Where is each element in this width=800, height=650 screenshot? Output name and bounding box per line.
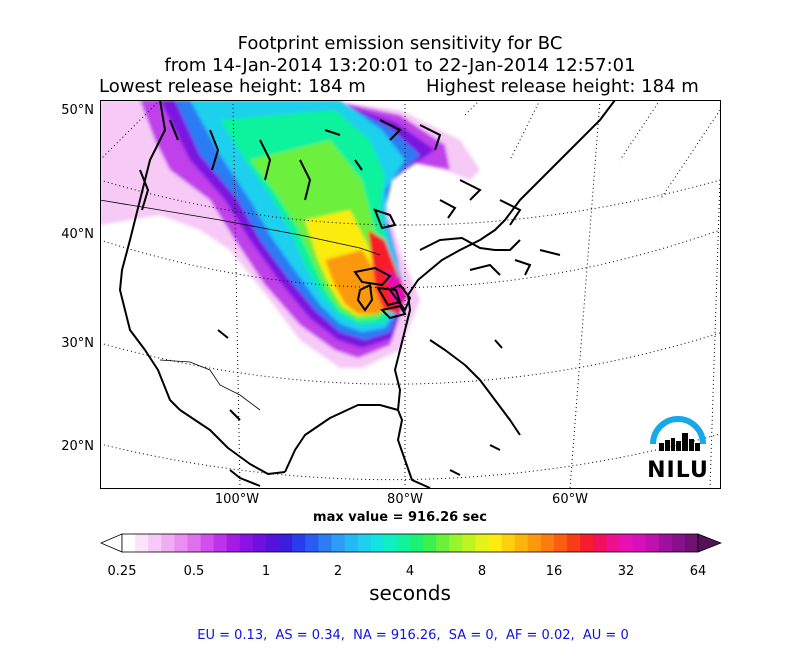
- colorbar-units-label: seconds: [369, 581, 451, 605]
- colorbar-swatch: [671, 534, 686, 552]
- colorbar-swatch: [357, 534, 372, 552]
- colorbar-swatch: [619, 534, 634, 552]
- colorbar-tick-label: 8: [477, 564, 487, 579]
- nilu-logo-mark: [650, 416, 706, 451]
- lakes-and-islands: [139, 119, 561, 476]
- colorbar-swatch: [527, 534, 542, 552]
- colorbar-swatch: [580, 534, 594, 552]
- footprint-field: [100, 100, 480, 368]
- colorbar-swatch: [213, 534, 228, 552]
- colorbar-swatch: [161, 534, 175, 552]
- colorbar-swatch: [292, 534, 306, 552]
- colorbar-swatch: [436, 534, 450, 552]
- colorbar-swatch: [200, 534, 215, 552]
- colorbar-swatch: [501, 534, 516, 552]
- colorbar-swatch: [279, 534, 293, 552]
- lowest-release-height: Lowest release height: 184 m: [99, 76, 366, 97]
- colorbar-swatch: [632, 534, 647, 552]
- graticule: [100, 100, 720, 488]
- colorbar-swatch: [488, 534, 503, 552]
- colorbar-swatch: [462, 534, 476, 552]
- colorbar-swatch: [567, 534, 581, 552]
- colorbar-under-triangle: [100, 533, 123, 553]
- figure-title: Footprint emission sensitivity for BC: [237, 33, 563, 54]
- colorbar-outline: [121, 533, 699, 553]
- colorbar: [100, 533, 722, 553]
- colorbar-swatch: [593, 534, 607, 552]
- colorbar-swatch: [318, 534, 332, 552]
- colorbar-swatch: [239, 534, 254, 552]
- colorbar-tick-label: 64: [689, 564, 707, 579]
- colorbar-swatch: [383, 534, 398, 552]
- colorbar-swatch: [174, 534, 188, 552]
- lat-label-50n: 50°N: [61, 103, 94, 118]
- lat-label-30n: 30°N: [61, 336, 94, 351]
- colorbar-tick-label: 16: [545, 564, 563, 579]
- colorbar-swatch: [423, 534, 437, 552]
- colorbar-swatch: [148, 534, 162, 552]
- colorbar-swatch: [187, 534, 202, 552]
- colorbar-swatch: [449, 534, 463, 552]
- colorbar-tick-label: 0.5: [183, 564, 205, 579]
- colorbar-swatch: [370, 534, 385, 552]
- lon-label-100w: 100°W: [214, 492, 260, 507]
- colorbar-swatch: [410, 534, 424, 552]
- colorbar-tick-label: 0.25: [107, 564, 137, 579]
- coastlines: [119, 100, 616, 488]
- colorbar-swatch: [266, 534, 280, 552]
- lat-label-40n: 40°N: [61, 227, 94, 242]
- map-canvas: [100, 100, 720, 488]
- colorbar-swatch: [514, 534, 529, 552]
- colorbar-swatch: [252, 534, 267, 552]
- colorbar-swatch: [606, 534, 620, 552]
- colorbar-over-triangle: [697, 533, 722, 553]
- colorbar-tick-label: 4: [405, 564, 415, 579]
- colorbar-swatch: [344, 534, 359, 552]
- colorbar-swatch: [396, 534, 411, 552]
- colorbar-swatch: [554, 534, 568, 552]
- nilu-logo-text: NILU: [647, 458, 709, 483]
- max-value-label: max value = 916.26 sec: [313, 510, 487, 525]
- nilu-logo: NILU: [645, 410, 711, 484]
- colorbar-swatch: [305, 534, 319, 552]
- colorbar-tick-label: 2: [333, 564, 343, 579]
- lon-label-60w: 60°W: [552, 492, 588, 507]
- colorbar-tick-label: 32: [617, 564, 635, 579]
- colorbar-swatch: [135, 534, 149, 552]
- colorbar-swatch: [331, 534, 346, 552]
- borders: [100, 199, 381, 411]
- colorbar-swatch: [684, 534, 699, 552]
- lon-label-80w: 80°W: [387, 492, 423, 507]
- highest-release-height: Highest release height: 184 m: [426, 76, 699, 97]
- footprint-layer-orange: [325, 250, 390, 314]
- colorbar-swatch: [540, 534, 555, 552]
- region-stats: EU = 0.13, AS = 0.34, NA = 916.26, SA = …: [197, 628, 629, 643]
- colorbar-swatch: [475, 534, 490, 552]
- footprint-map: [100, 100, 720, 488]
- colorbar-swatch: [226, 534, 241, 552]
- colorbar-swatch: [645, 534, 660, 552]
- colorbar-swatch: [658, 534, 673, 552]
- figure-date-range: from 14-Jan-2014 13:20:01 to 22-Jan-2014…: [164, 55, 636, 76]
- lat-label-20n: 20°N: [61, 439, 94, 454]
- colorbar-tick-label: 1: [261, 564, 271, 579]
- footprint-layer-magenta-core: [386, 270, 408, 308]
- colorbar-swatch: [122, 534, 136, 552]
